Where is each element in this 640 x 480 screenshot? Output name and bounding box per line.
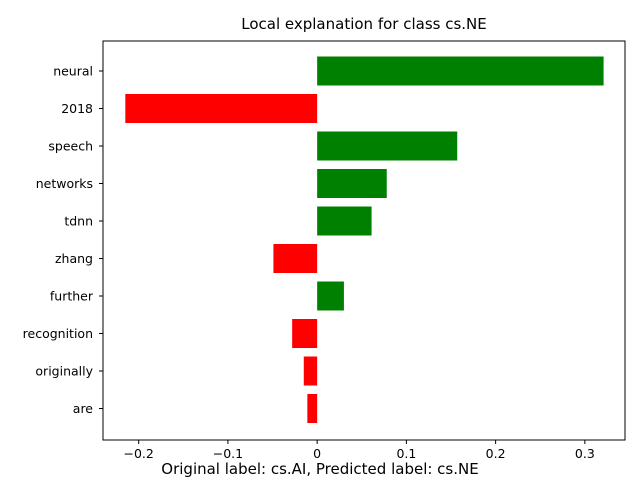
y-tick-label: originally [35, 364, 93, 379]
y-tick-label: recognition [23, 326, 93, 341]
bar-are [307, 394, 318, 423]
y-tick-label: 2018 [61, 101, 93, 116]
x-tick-label: 0 [313, 446, 321, 461]
plot-frame [102, 40, 626, 441]
bar-recognition [292, 319, 318, 348]
y-tick-label: neural [53, 64, 93, 79]
bars-group [125, 56, 604, 423]
bar-2018 [125, 94, 318, 123]
y-tick-label: tdnn [64, 214, 93, 229]
x-tick-label: −0.1 [213, 446, 243, 461]
x-tick-label: 0.2 [486, 446, 506, 461]
x-tick-label: 0.3 [575, 446, 595, 461]
x-tick-label: 0.1 [396, 446, 416, 461]
bar-tdnn [317, 206, 372, 236]
y-tick-label: are [73, 401, 94, 416]
chart-title: Local explanation for class cs.NE [241, 15, 487, 33]
x-axis-ticks: −0.2 −0.1 0 0.1 0.2 0.3 [124, 440, 595, 461]
y-tick-label: networks [36, 176, 93, 191]
bar-networks [317, 169, 387, 198]
x-tick-label: −0.2 [124, 446, 154, 461]
bar-zhang [273, 244, 318, 273]
bar-neural [317, 56, 604, 86]
chart-caption: Original label: cs.AI, Predicted label: … [161, 460, 478, 478]
y-tick-label: speech [48, 139, 93, 154]
y-axis-ticks: neural 2018 speech networks tdnn zhang further… [23, 64, 103, 416]
y-tick-label: zhang [55, 251, 93, 266]
bar-further [317, 281, 344, 311]
bar-originally [303, 356, 318, 386]
y-tick-label: further [50, 289, 94, 304]
bar-speech [317, 131, 458, 161]
